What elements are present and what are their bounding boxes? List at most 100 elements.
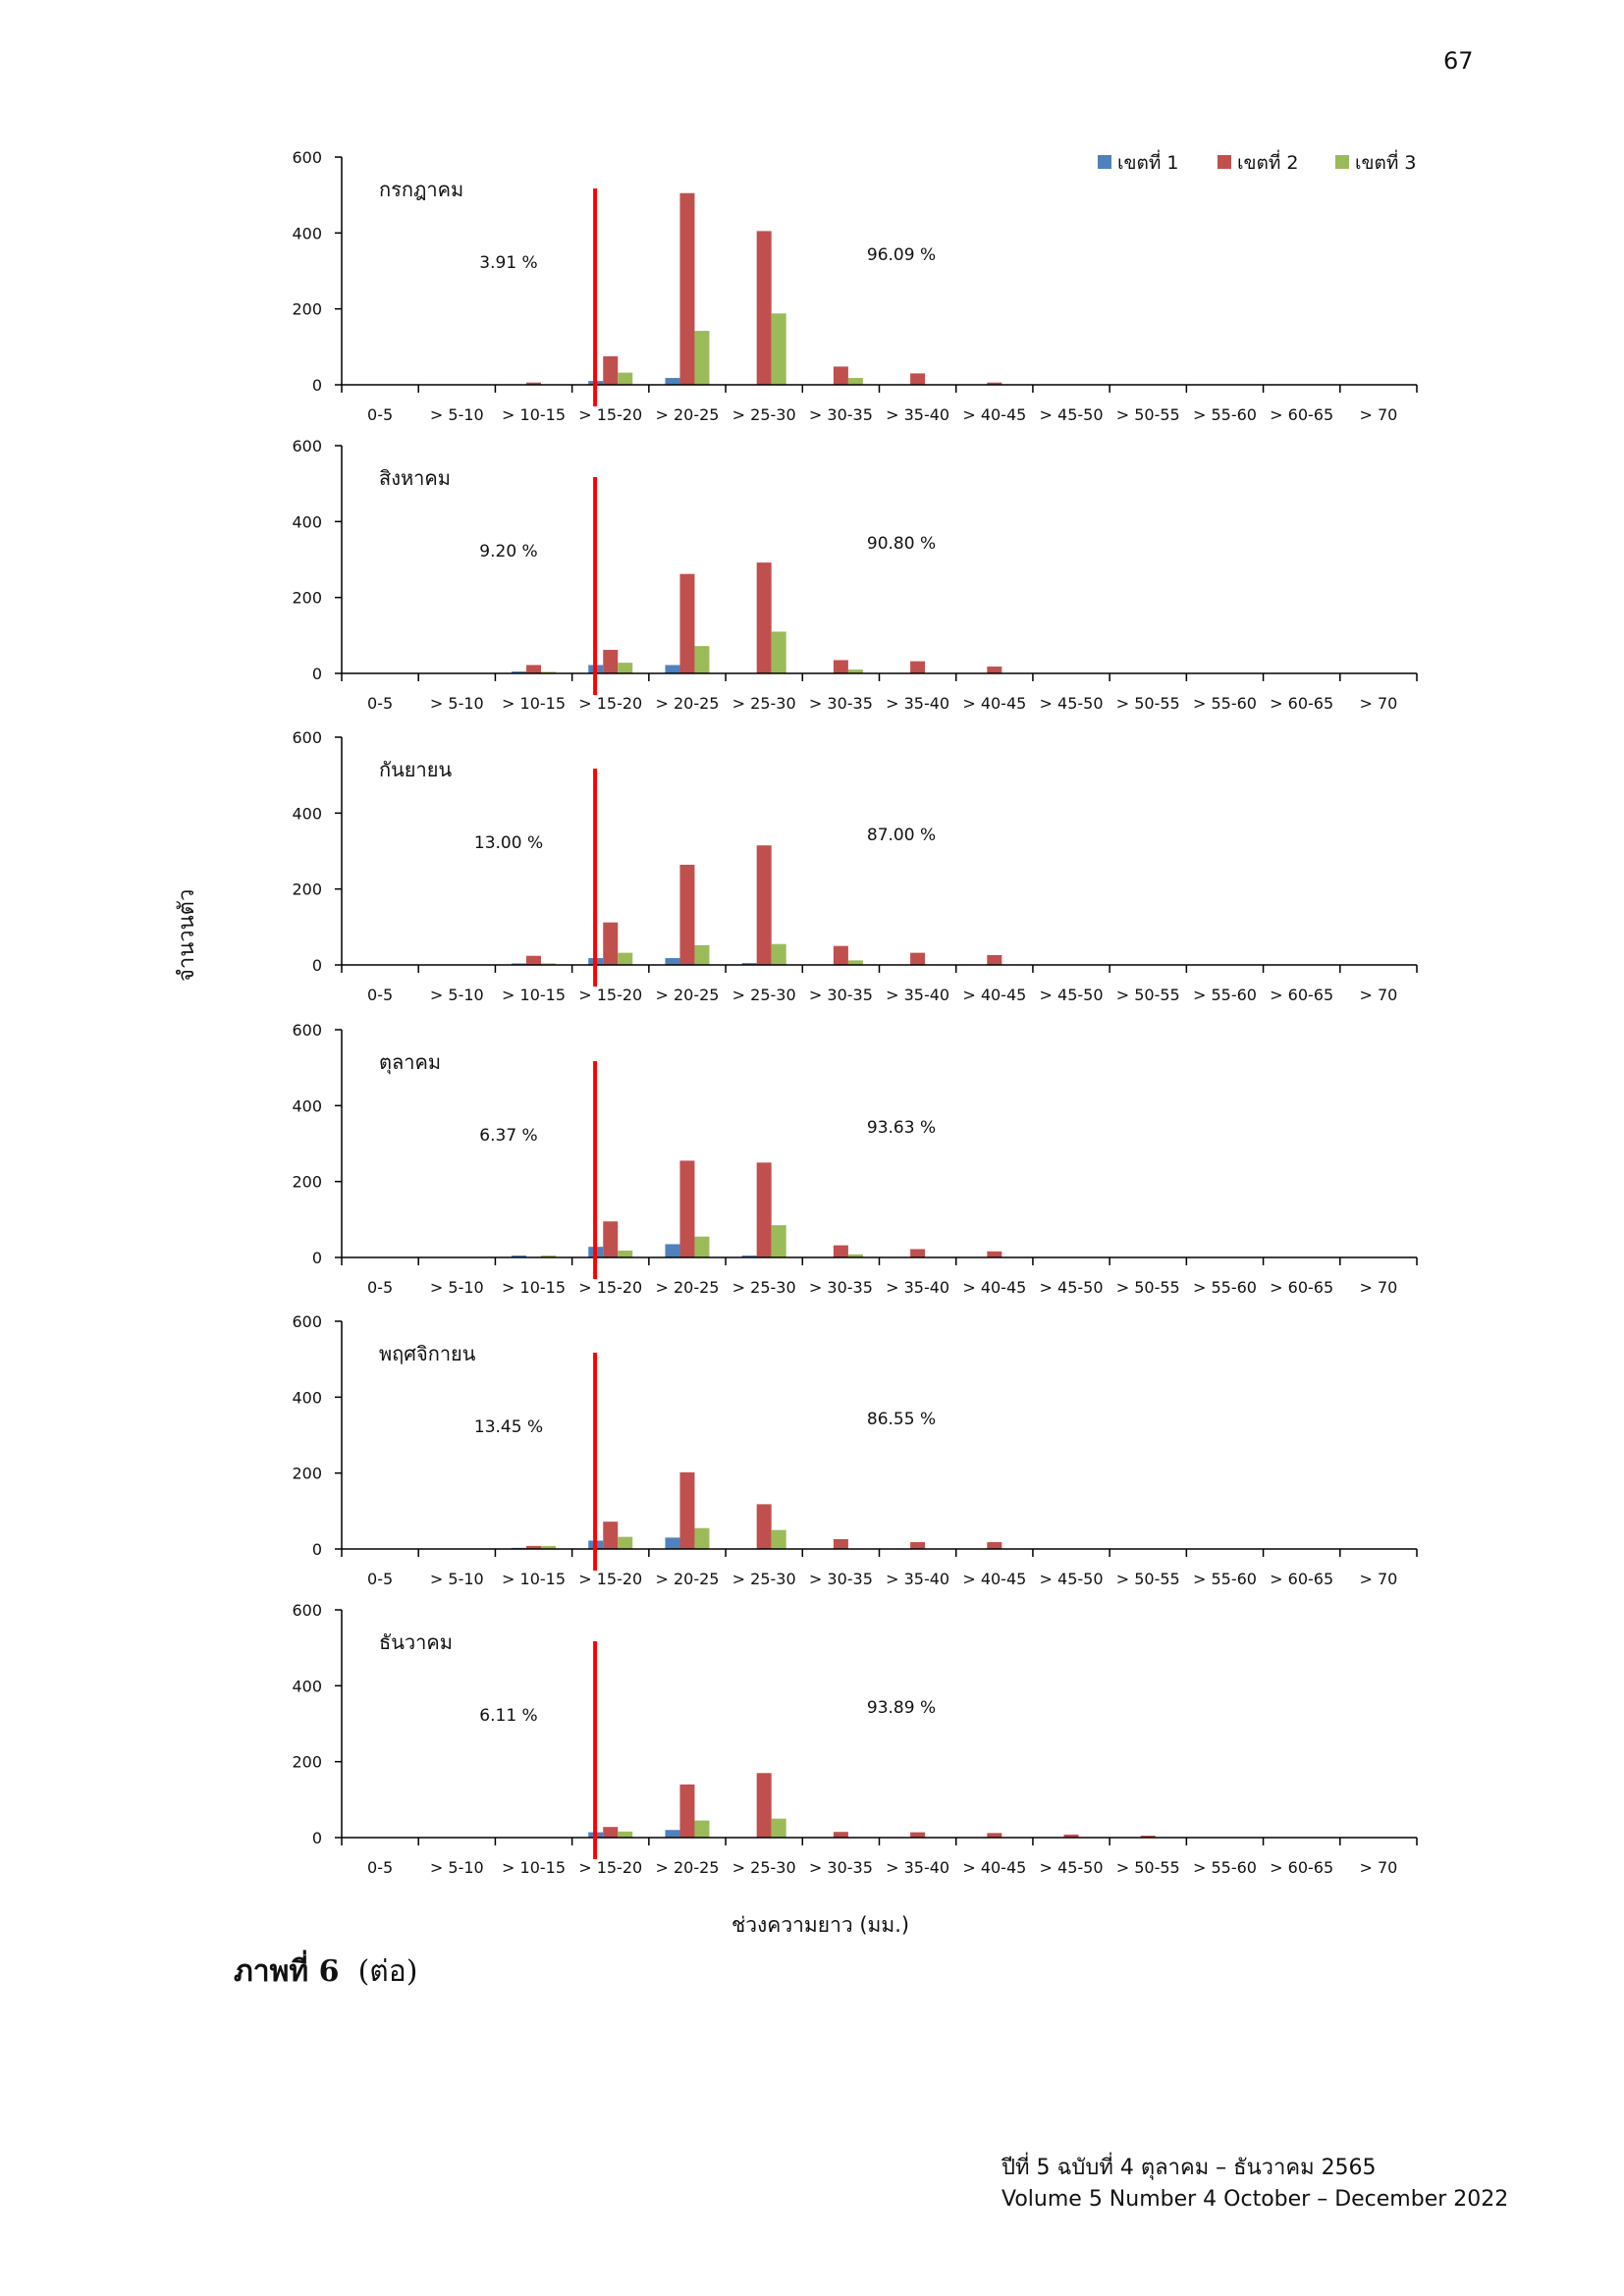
x-tick-label: > 20-25 [655, 1570, 719, 1588]
x-tick-label: > 35-40 [886, 405, 949, 424]
x-tick-label: > 45-50 [1040, 405, 1104, 424]
bar-2 [987, 1542, 1002, 1549]
bar-2 [833, 1538, 848, 1549]
x-tick-label: > 45-50 [1040, 986, 1104, 1004]
y-tick-label: 400 [292, 512, 322, 531]
x-tick-label: > 5-10 [430, 405, 484, 424]
x-tick-label: > 55-60 [1193, 405, 1257, 424]
x-tick-label: > 70 [1359, 1858, 1397, 1877]
x-tick-label: > 25-30 [732, 405, 796, 424]
left-percent-label: 9.20 % [479, 542, 537, 561]
bar-3 [771, 631, 786, 673]
legend-label-1: เขตที่ 1 [1117, 149, 1178, 174]
bar-3 [771, 1529, 786, 1549]
panel-month-title: ตุลาคม [379, 1050, 441, 1075]
x-axis-label: ช่วงความยาว (มม.) [731, 1913, 910, 1937]
bar-3 [694, 331, 710, 385]
bar-2 [987, 667, 1002, 673]
x-tick-label: > 5-10 [430, 986, 484, 1004]
x-tick-label: > 70 [1359, 405, 1397, 424]
x-tick-label: > 45-50 [1040, 1570, 1104, 1588]
legend-swatch-2 [1218, 155, 1231, 169]
x-tick-label: 0-5 [367, 694, 393, 713]
x-tick-label: > 50-55 [1116, 694, 1180, 713]
bar-1 [665, 1244, 680, 1257]
bar-2 [603, 1522, 619, 1549]
right-percent-label: 93.89 % [867, 1698, 936, 1718]
bar-2 [756, 1504, 772, 1549]
x-tick-label: > 10-15 [502, 694, 566, 713]
x-tick-label: > 10-15 [502, 405, 566, 424]
figure-caption-suffix: (ต่อ) [357, 1954, 418, 1989]
bar-3 [771, 943, 786, 965]
x-tick-label: > 15-20 [578, 694, 642, 713]
x-tick-label: > 50-55 [1116, 1570, 1180, 1588]
x-tick-label: > 15-20 [578, 1858, 642, 1877]
panel-month-title: ธันวาคม [379, 1630, 453, 1654]
bar-3 [771, 313, 786, 385]
bar-3 [618, 372, 633, 385]
left-percent-label: 6.11 % [479, 1706, 537, 1726]
left-percent-label: 13.00 % [474, 833, 543, 853]
x-tick-label: > 40-45 [962, 1570, 1026, 1588]
x-tick-label: > 50-55 [1116, 1858, 1180, 1877]
bar-2 [679, 864, 695, 965]
bar-3 [847, 669, 863, 673]
x-tick-label: > 30-35 [809, 1278, 873, 1297]
bar-3 [694, 944, 710, 965]
bar-2 [910, 952, 926, 965]
x-tick-label: > 5-10 [430, 1858, 484, 1877]
x-tick-label: > 45-50 [1040, 1858, 1104, 1877]
bar-3 [541, 1545, 557, 1549]
y-tick-label: 0 [312, 1249, 322, 1267]
panel-month-title: พฤศจิกายน [379, 1342, 476, 1365]
x-tick-label: > 55-60 [1193, 1858, 1257, 1877]
y-tick-label: 0 [312, 1829, 322, 1847]
y-tick-label: 0 [312, 956, 322, 975]
bar-1 [665, 1830, 680, 1838]
x-tick-label: > 35-40 [886, 1278, 949, 1297]
left-percent-label: 3.91 % [479, 253, 537, 273]
y-tick-label: 600 [292, 148, 322, 167]
x-tick-label: > 30-35 [809, 1570, 873, 1588]
x-tick-label: > 10-15 [502, 1858, 566, 1877]
x-tick-label: > 70 [1359, 1278, 1397, 1297]
bar-2 [910, 1832, 926, 1838]
right-percent-label: 86.55 % [867, 1410, 936, 1429]
y-tick-label: 400 [292, 1388, 322, 1407]
y-tick-label: 600 [292, 728, 322, 747]
y-tick-label: 600 [292, 1601, 322, 1620]
x-tick-label: > 15-20 [578, 405, 642, 424]
bar-1 [665, 958, 680, 965]
bar-3 [618, 952, 633, 965]
x-tick-label: > 20-25 [655, 986, 719, 1004]
panel-month-title: สิงหาคม [379, 466, 451, 490]
bar-3 [541, 671, 557, 673]
y-tick-label: 0 [312, 665, 322, 683]
x-tick-label: > 40-45 [962, 986, 1026, 1004]
y-tick-label: 600 [292, 1312, 322, 1331]
bar-3 [694, 1527, 710, 1549]
bar-2 [987, 1833, 1002, 1838]
bar-3 [847, 960, 863, 965]
x-tick-label: > 40-45 [962, 1858, 1026, 1877]
y-tick-label: 200 [292, 300, 322, 319]
x-tick-label: > 70 [1359, 694, 1397, 713]
x-tick-label: > 10-15 [502, 1570, 566, 1588]
bar-2 [833, 660, 848, 673]
x-tick-label: > 20-25 [655, 1278, 719, 1297]
left-percent-label: 6.37 % [479, 1126, 537, 1146]
y-tick-label: 600 [292, 437, 322, 455]
y-tick-label: 600 [292, 1021, 322, 1040]
x-tick-label: > 40-45 [962, 694, 1026, 713]
bar-2 [987, 1251, 1002, 1257]
y-tick-label: 0 [312, 1540, 322, 1559]
x-tick-label: > 45-50 [1040, 694, 1104, 713]
x-tick-label: > 10-15 [502, 986, 566, 1004]
x-tick-label: > 25-30 [732, 1858, 796, 1877]
x-tick-label: > 50-55 [1116, 986, 1180, 1004]
bar-2 [756, 1162, 772, 1257]
x-tick-label: > 20-25 [655, 1858, 719, 1877]
bar-2 [756, 231, 772, 385]
